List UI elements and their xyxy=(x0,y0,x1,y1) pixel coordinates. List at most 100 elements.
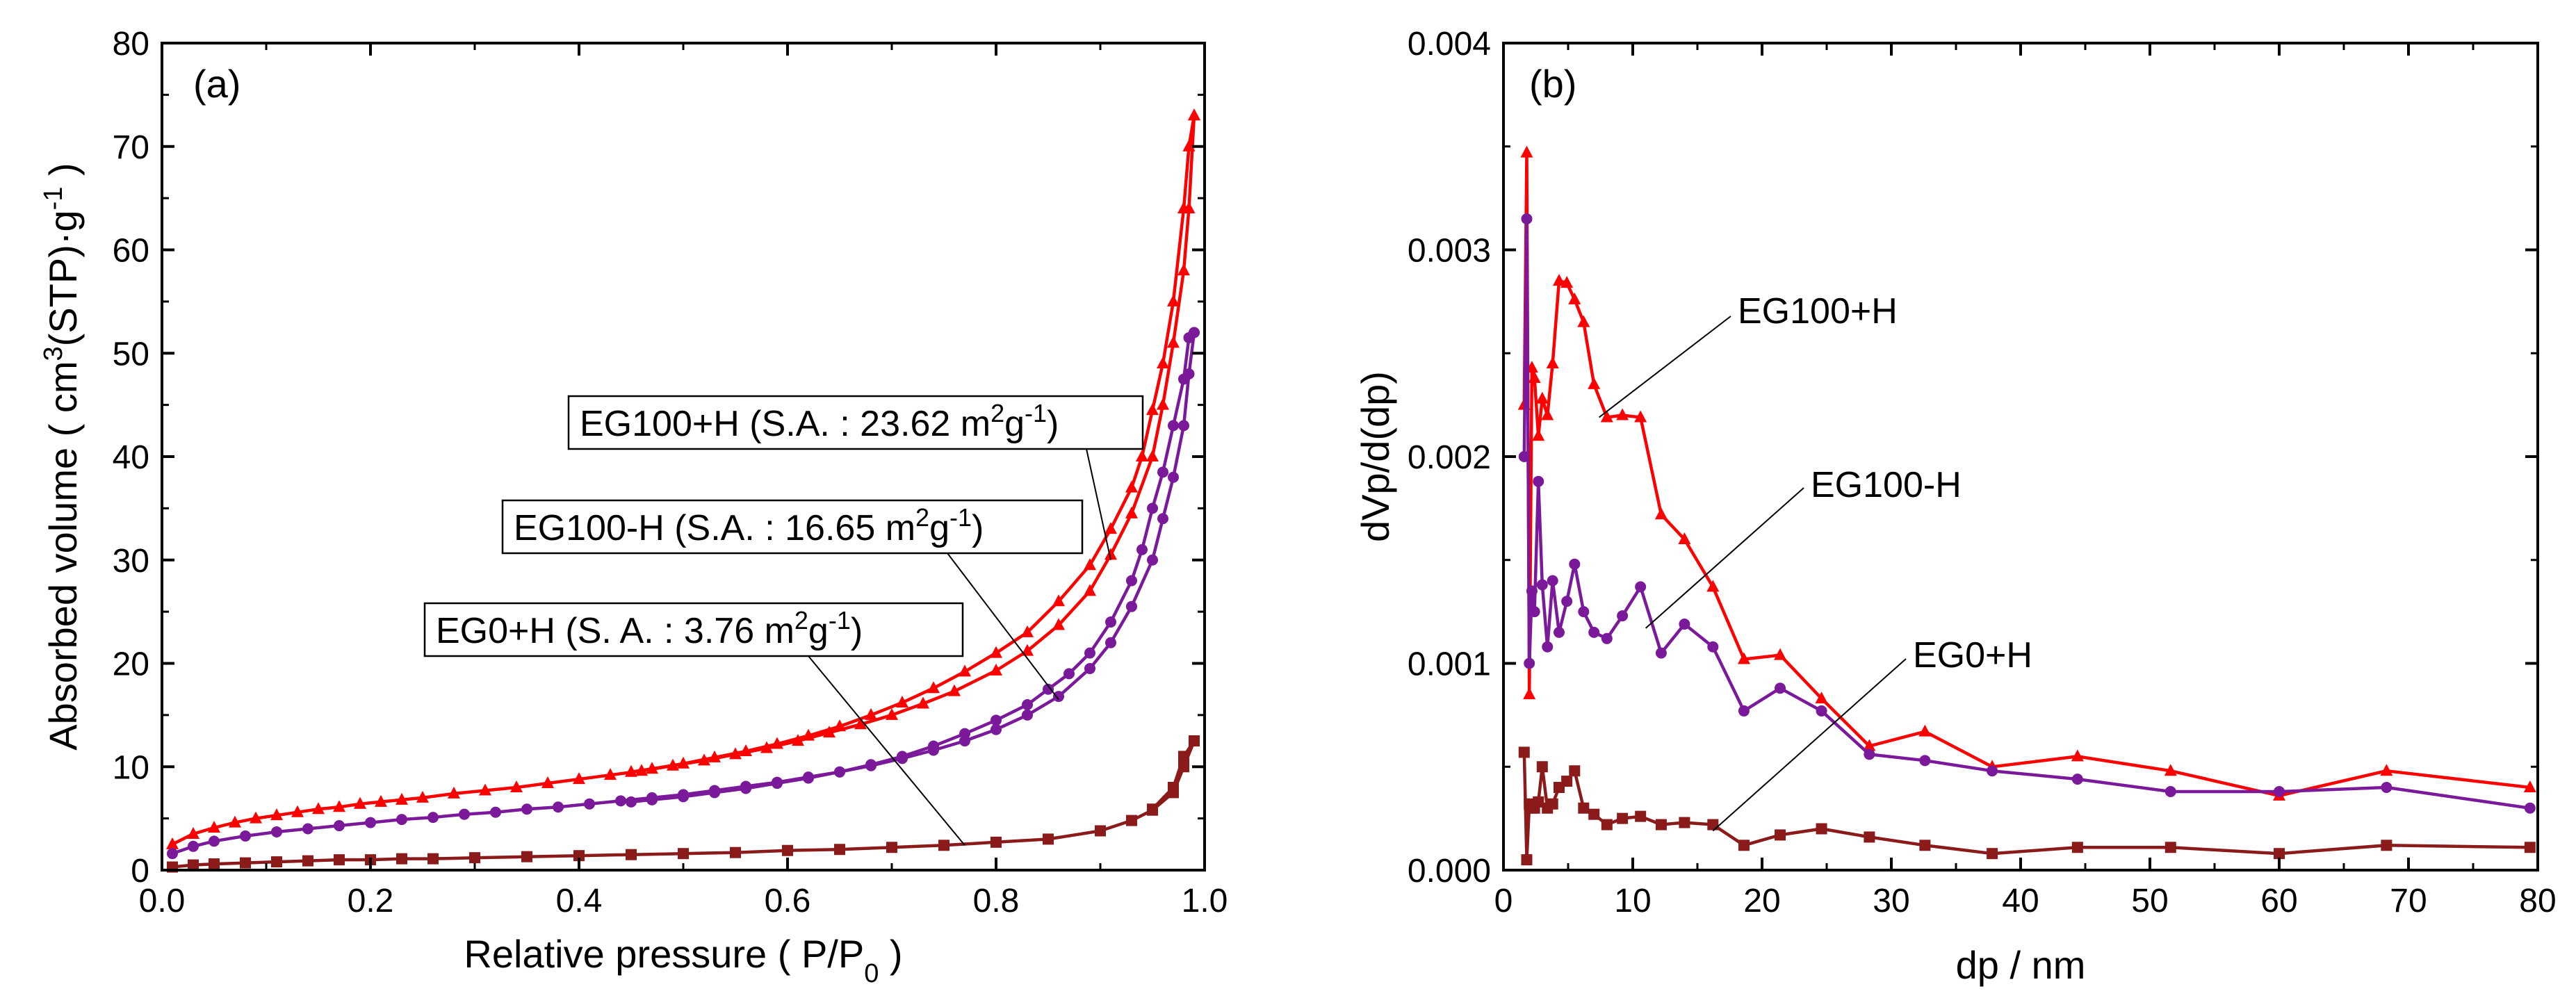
panel-a-eg100-plus-minus-h-desorption-point xyxy=(1188,108,1200,121)
panel-a-eg0-plus-minus-h-desorption-point xyxy=(1168,782,1179,793)
panel-b-x-tick-label: 80 xyxy=(2519,883,2556,919)
panel-a-eg100-minus-h-adsorption-point xyxy=(1147,554,1158,566)
panel-a-eg100-minus-h-desorption-point xyxy=(1168,420,1179,432)
panel-a-y-axis-title: Absorbed volume ( cm3(STP)·g-1 ) xyxy=(39,163,85,750)
panel-a-eg0-plus-minus-h-adsorption-point xyxy=(1043,833,1054,845)
panel-a-eg100-plus-minus-h-desorption-point xyxy=(1182,139,1196,152)
panel-b-eg0-plus-h-point xyxy=(1521,854,1533,866)
panel-b-eg100-h-point xyxy=(1529,606,1540,618)
panel-b-eg100-h-point xyxy=(1816,705,1827,717)
panel-a-eg100-plus-minus-h-adsorption-point xyxy=(823,726,835,738)
panel-a-eg100-minus-h-desorption-point xyxy=(772,778,783,790)
panel-b-callout-eg100-minus-h: EG100-H xyxy=(1645,465,1962,629)
panel-a-eg100-plus-minus-h-adsorption-point xyxy=(208,821,220,833)
panel-a-eg100-minus-h-adsorption-point xyxy=(1084,662,1095,674)
panel-a-eg0-plus-minus-h-desorption-point xyxy=(1178,751,1189,762)
panel-a-eg100-plus-minus-h-adsorption-point xyxy=(333,800,345,812)
panel-a-eg100-minus-h-desorption-point xyxy=(1183,332,1195,343)
panel-b-eg100-plus-h-point xyxy=(1568,292,1581,304)
panel-b-callout-leader xyxy=(1599,316,1731,418)
panel-a-eg100-plus-minus-h-adsorption-point xyxy=(166,837,179,849)
panel-a-callout-label: EG100-H (S.A. : 16.65 m2g-1) xyxy=(514,503,984,549)
panel-a-eg100-plus-minus-h-desorption-point xyxy=(927,681,940,694)
panel-b-eg100-plus-h-point xyxy=(1541,408,1554,420)
panel-b-eg100-plus-h-point xyxy=(1532,429,1545,441)
panel-a-callout-box xyxy=(567,395,1144,450)
panel-b-eg100-h-point xyxy=(2071,774,2083,785)
panel-a-eg0-plus-minus-h-adsorption-point xyxy=(209,858,220,870)
panel-b-eg0-plus-h-point xyxy=(1635,810,1647,822)
panel-a-eg100-minus-h-adsorption-point xyxy=(615,795,626,807)
panel-a-eg100-minus-h-adsorption-point xyxy=(1053,691,1064,703)
panel-a-eg100-plus-minus-h-desorption-point xyxy=(771,737,783,749)
panel-a-eg100-plus-minus-h-desorption-point xyxy=(865,707,877,720)
panel-a-eg100-minus-h-desorption-point xyxy=(897,751,908,762)
panel-a-y-tick-label: 50 xyxy=(113,336,149,373)
panel-b-eg100-h-point xyxy=(1521,213,1533,224)
panel-b-eg100-h-point xyxy=(1569,558,1581,570)
panel-b-eg0-plus-h-point xyxy=(1547,798,1558,810)
panel-b-eg100-plus-h-point xyxy=(1546,357,1559,369)
panel-a-eg0-plus-minus-h-adsorption-point xyxy=(302,855,313,867)
panel-a-eg0-plus-minus-h-adsorption-point xyxy=(469,852,480,864)
panel-a-eg100-minus-h-adsorption-point xyxy=(209,835,220,847)
panel-a-eg0-plus-minus-h-adsorption-point xyxy=(626,849,637,860)
panel-b-eg100-plus-h-point xyxy=(1616,408,1629,420)
panel-b-eg100-plus-h-point xyxy=(2523,780,2536,792)
panel-a-eg100-plus-minus-h-desorption-point xyxy=(708,750,721,762)
panel-b-eg0-plus-h-point xyxy=(2524,842,2536,853)
panel-a-eg100-minus-h-adsorption-point xyxy=(365,817,376,828)
panel-a-eg100-minus-h-adsorption-point xyxy=(584,798,595,810)
panel-b-eg100-h-point xyxy=(1536,579,1548,591)
panel-b-eg100-h-point xyxy=(1679,618,1690,630)
panel-a-eg100-plus-minus-h-desorption-point xyxy=(625,764,637,777)
panel-a-eg100-minus-h-desorption-point xyxy=(646,794,658,805)
panel-a-plot-frame xyxy=(161,42,1206,872)
panel-b-eg0-plus-h-point xyxy=(1775,829,1786,841)
panel-a-x-tick-label: 1.0 xyxy=(1182,883,1228,919)
panel-b-eg100-plus-h-point xyxy=(1654,507,1668,520)
panel-a-eg100-minus-h-adsorption-point xyxy=(396,814,407,826)
panel-a-eg0-plus-minus-h-adsorption-point xyxy=(396,853,407,865)
panel-a-callout-box xyxy=(501,499,1084,555)
panel-a-y-tick-label: 30 xyxy=(113,543,149,580)
panel-b-eg0-plus-h-line xyxy=(1522,752,2530,862)
panel-b-y-axis-title: dVp/d(dp) xyxy=(1353,371,1397,542)
panel-b-eg100-plus-h-point xyxy=(1600,410,1613,423)
panel-a-x-tick-label: 0.4 xyxy=(556,883,603,919)
panel-a-eg100-plus-minus-h-desorption-point xyxy=(1021,625,1034,637)
panel-a-eg100-minus-h-desorption-point xyxy=(1022,699,1033,710)
panel-a-eg100-minus-h-adsorption-point xyxy=(167,848,178,860)
panel-a-eg100-plus-minus-h-desorption-point xyxy=(833,719,846,732)
panel-b-eg100-h-point xyxy=(1655,647,1667,659)
panel-a-eg100-minus-h-desorption-point xyxy=(991,714,1002,726)
panel-a-eg0-plus-minus-h-adsorption-point xyxy=(886,842,897,853)
panel-a-eg100-plus-minus-h-desorption-point xyxy=(1125,480,1138,493)
panel-b-eg0-plus-h-point xyxy=(1533,796,1544,808)
panel-a-y-tick-label: 10 xyxy=(113,749,149,786)
panel-b-eg100-plus-h-point xyxy=(1678,532,1691,544)
panel-a-eg100-plus-minus-h-adsorption-point xyxy=(573,772,585,785)
panel-b-eg100-plus-h-point xyxy=(2164,764,2177,776)
panel-b-eg0-plus-h-point xyxy=(1561,776,1573,787)
panel-b-eg0-plus-h-point xyxy=(2274,848,2285,860)
panel-a-x-axis-title: Relative pressure ( P/P0 ) xyxy=(464,932,902,988)
panel-a-eg100-minus-h-adsorption-point xyxy=(427,812,439,824)
panel-b-y-tick-label: 0.000 xyxy=(1408,853,1491,890)
panel-a-eg100-minus-h-desorption-point xyxy=(678,791,689,803)
panel-b-eg0-plus-h-point xyxy=(2165,842,2176,853)
panel-b-eg100-plus-h-point xyxy=(1634,410,1647,423)
panel-b-x-tick-label: 40 xyxy=(2002,883,2039,919)
panel-a-eg100-minus-h-desorption-point xyxy=(1136,543,1148,555)
panel-a-callout-leader xyxy=(947,553,1059,701)
panel-a-x-tick-label: 0.2 xyxy=(348,883,394,919)
panel-a-eg100-plus-minus-h-desorption-point xyxy=(1157,357,1169,369)
panel-a-y-tick-label: 0 xyxy=(131,853,149,890)
panel-a-callout-label: EG100+H (S.A. : 23.62 m2g-1) xyxy=(580,399,1059,445)
panel-a-eg100-plus-minus-h-adsorption-point xyxy=(270,808,283,821)
panel-a-y-tick-label: 80 xyxy=(113,26,149,63)
panel-a-eg100-plus-minus-h-desorption-point xyxy=(646,762,658,774)
panel-a-eg0-plus-minus-h-desorption-point xyxy=(1189,735,1200,747)
